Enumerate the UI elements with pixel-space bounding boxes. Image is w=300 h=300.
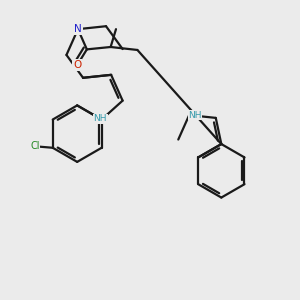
Text: Cl: Cl xyxy=(30,141,40,151)
Text: N: N xyxy=(74,24,82,34)
Text: NH: NH xyxy=(93,114,107,123)
Text: O: O xyxy=(73,60,82,70)
Text: NH: NH xyxy=(188,111,202,120)
